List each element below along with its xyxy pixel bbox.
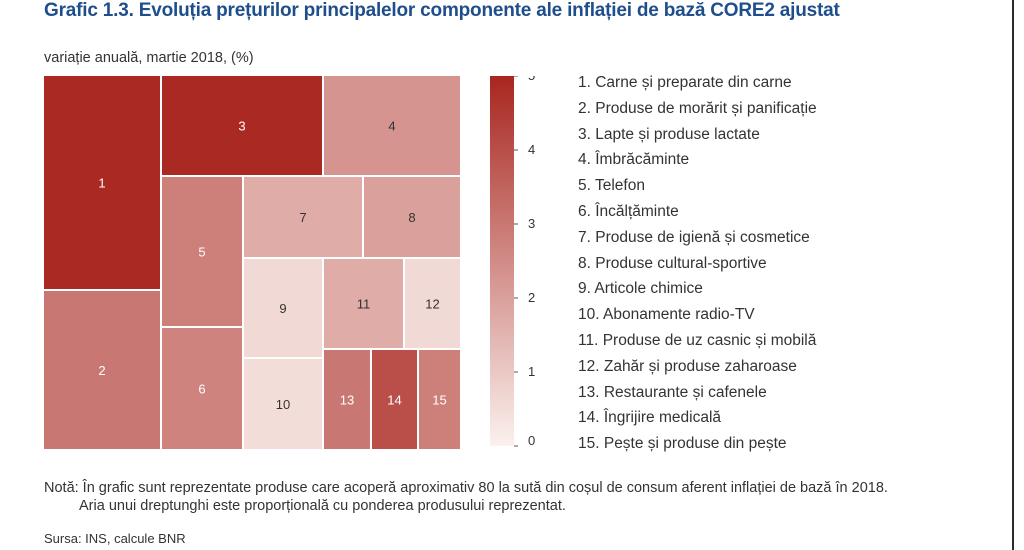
treemap-cell-15 <box>419 350 460 449</box>
treemap-cell-label: 9 <box>279 301 286 316</box>
legend-item: 7. Produse de igienă și cosmetice <box>578 228 810 246</box>
treemap-cell-label: 6 <box>198 382 205 397</box>
treemap-cell-6 <box>162 328 242 449</box>
note-line-2: Aria unui dreptunghi este proporțională … <box>79 498 566 514</box>
legend: 1. Carne și preparate din carne 2. Produ… <box>578 70 817 457</box>
treemap-cell-10 <box>244 359 322 449</box>
treemap-cell-label: 8 <box>408 210 415 225</box>
treemap-cell-14 <box>372 350 417 449</box>
page-divider-line <box>1012 0 1014 550</box>
legend-item: 8. Produse cultural-sportive <box>578 254 767 272</box>
treemap-cell-2 <box>44 291 160 449</box>
legend-item: 10. Abonamente radio-TV <box>578 306 755 324</box>
color-scale-tick-label: 3 <box>528 216 535 231</box>
chart-note: Notă: În grafic sunt reprezentate produs… <box>44 480 888 514</box>
legend-item: 15. Pește și produse din pește <box>578 435 787 453</box>
legend-item: 3. Lapte și produse lactate <box>578 125 760 143</box>
treemap-cell-label: 3 <box>238 119 245 134</box>
color-scale-gradient <box>490 76 514 446</box>
treemap-cell-9 <box>244 259 322 357</box>
chart-source: Sursa: INS, calcule BNR <box>44 531 186 546</box>
legend-item: 13. Restaurante și cafenele <box>578 383 767 401</box>
treemap-cell-8 <box>364 177 460 257</box>
chart-title: Grafic 1.3. Evoluția prețurilor principa… <box>44 0 840 21</box>
treemap-cell-12 <box>405 259 460 348</box>
legend-item: 14. Îngrijire medicală <box>578 409 722 427</box>
legend-item: 12. Zahăr și produse zaharoase <box>578 357 797 375</box>
treemap-cell-1 <box>44 76 160 289</box>
note-line-1: Notă: În grafic sunt reprezentate produs… <box>44 480 888 496</box>
treemap-cell-label: 15 <box>432 393 446 408</box>
treemap-cell-4 <box>324 76 460 175</box>
treemap-cell-13 <box>324 350 370 449</box>
color-scale-tick-label: 5 <box>528 76 535 83</box>
color-scale-tick-label: 0 <box>528 433 535 448</box>
treemap-cell-label: 5 <box>198 245 205 260</box>
treemap-cell-label: 7 <box>299 210 306 225</box>
treemap-cell-label: 11 <box>357 297 371 312</box>
treemap-cell-11 <box>324 259 403 348</box>
color-scale-bar: 0 1 2 3 4 5 <box>490 76 535 448</box>
treemap-cell-label: 4 <box>388 119 395 134</box>
chart-subtitle: variație anuală, martie 2018, (%) <box>44 50 254 66</box>
legend-item: 9. Articole chimice <box>578 280 703 298</box>
treemap-cell-7 <box>244 177 362 257</box>
legend-item: 11. Produse de uz casnic și mobilă <box>578 331 817 349</box>
treemap-cell-label: 12 <box>425 297 439 312</box>
treemap-cell-label: 2 <box>98 363 105 378</box>
color-scale-tick-label: 2 <box>528 290 535 305</box>
treemap-cell-5 <box>162 177 242 326</box>
legend-item: 5. Telefon <box>578 177 645 195</box>
color-scale-tick-label: 4 <box>528 142 535 157</box>
treemap-cell-label: 14 <box>387 393 401 408</box>
legend-item: 1. Carne și preparate din carne <box>578 74 792 91</box>
treemap-cell-3 <box>162 76 322 175</box>
legend-item: 2. Produse de morărit și panificație <box>578 99 817 117</box>
treemap-cell-label: 13 <box>340 393 354 408</box>
legend-item: 4. Îmbrăcăminte <box>578 151 690 169</box>
treemap-cell-label: 10 <box>276 397 290 412</box>
color-scale-tick-label: 1 <box>528 364 535 379</box>
treemap-cell-label: 1 <box>98 176 105 191</box>
legend-item: 6. Încălțăminte <box>578 202 679 220</box>
